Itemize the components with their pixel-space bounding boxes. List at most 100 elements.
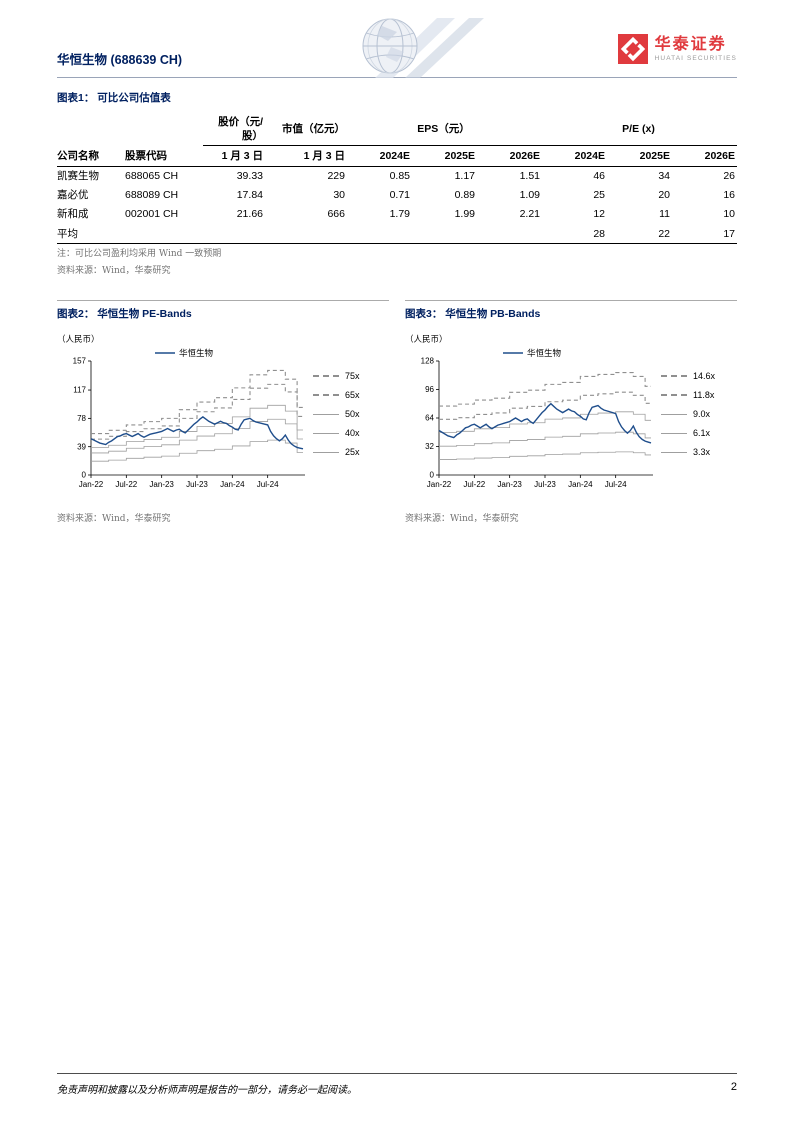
legend-label: 65x — [345, 390, 360, 401]
col-eps-2024e: 2024E — [347, 145, 412, 167]
x-tick-label: Jan-22 — [79, 480, 104, 489]
solid-line-swatch — [313, 432, 339, 434]
band-line-11.8x — [439, 391, 651, 421]
legend-label: 14.6x — [693, 371, 716, 382]
band-line-14.6x — [439, 372, 651, 407]
y-tick-label: 117 — [73, 386, 86, 395]
brand-name: 华泰证券 — [654, 36, 727, 54]
pb-bands-legend: 14.6x 11.8x 9.0x 6.1x 3.3x — [661, 371, 715, 457]
y-tick-label: 32 — [425, 442, 434, 451]
legend-item: 50x — [313, 409, 360, 419]
dashed-line-swatch — [661, 394, 687, 397]
col-pe-2026e: 2026E — [672, 145, 737, 167]
legend-label: 50x — [345, 409, 360, 420]
table-header-row: 公司名称 股票代码 1 月 3 日 1 月 3 日 2024E 2025E 20… — [57, 145, 737, 167]
table-row: 凯赛生物 688065 CH 39.33 229 0.85 1.17 1.51 … — [57, 170, 735, 183]
figure2-title: 图表2： 华恒生物 PE-Bands — [57, 300, 389, 333]
pb-bands-plot: 0 32 64 96 128 Jan-22 Jul-22 Jan-23 Jul-23 Jan-24… — [421, 348, 653, 489]
band-line-40x — [91, 419, 303, 454]
legend-label: 11.8x — [693, 390, 715, 401]
footer-disclaimer: 免责声明和披露以及分析师声明是报告的一部分，请务必一起阅读。 — [57, 1085, 357, 1096]
figure1-title: 图表1： 可比公司估值表 — [57, 92, 171, 104]
solid-line-swatch — [661, 451, 687, 453]
legend-item: 75x — [313, 371, 360, 381]
legend-label: 6.1x — [693, 428, 711, 439]
band-line-25x — [91, 440, 303, 462]
col-eps-2026e: 2026E — [477, 145, 542, 167]
legend-item: 25x — [313, 447, 360, 457]
x-tick-label: Jul-23 — [534, 480, 556, 489]
report-header: 华恒生物 (688639 CH) 华泰证券 HUATAI SECURITIES — [57, 0, 737, 78]
col-group-price: 股价（元/股） — [203, 112, 265, 147]
band-line-50x — [91, 405, 303, 449]
col-group-eps: EPS（元） — [347, 112, 542, 147]
legend-label: 3.3x — [693, 447, 711, 458]
legend-item: 14.6x — [661, 371, 715, 381]
band-line-6.1x — [439, 432, 651, 447]
y-tick-label: 96 — [425, 385, 434, 394]
dashed-line-swatch — [313, 375, 339, 378]
valuation-table-section: 图表1： 可比公司估值表 股价（元/股） 市值（亿元） EPS（元） P/E (… — [57, 88, 737, 278]
chart-source: 资料来源：Wind，华泰研究 — [57, 514, 171, 525]
solid-line-swatch — [313, 413, 339, 415]
price-line — [438, 403, 652, 444]
col-company: 公司名称 — [57, 145, 125, 167]
legend-item: 11.8x — [661, 390, 715, 400]
globe-watermark — [362, 18, 484, 78]
series-legend-label: 华恒生物 — [527, 348, 562, 358]
col-ticker: 股票代码 — [125, 145, 203, 167]
pb-bands-chart-block: 图表3： 华恒生物 PB-Bands （人民币） 0 32 64 96 128 Jan-2… — [405, 300, 737, 526]
table-row: 嘉必优 688089 CH 17.84 30 0.71 0.89 1.09 25… — [57, 189, 735, 202]
y-tick-label: 0 — [82, 471, 87, 480]
col-price-date: 1 月 3 日 — [203, 145, 265, 167]
x-tick-label: Jan-24 — [220, 480, 245, 489]
y-tick-label: 157 — [73, 357, 87, 366]
col-eps-2025e: 2025E — [412, 145, 477, 167]
band-line-3.3x — [439, 451, 651, 461]
table-row-average: 平均 28 22 17 — [57, 224, 737, 245]
chart-source: 资料来源：Wind，华泰研究 — [405, 514, 519, 525]
solid-line-swatch — [661, 432, 687, 434]
y-tick-label: 39 — [77, 443, 86, 452]
x-tick-label: Jul-24 — [605, 480, 627, 489]
figure3-title: 图表3： 华恒生物 PB-Bands — [405, 300, 737, 333]
table-source: 资料来源：Wind，华泰研究 — [57, 266, 171, 277]
legend-item: 40x — [313, 428, 360, 438]
col-group-mktcap: 市值（亿元） — [265, 112, 347, 147]
pe-bands-chart-block: 图表2： 华恒生物 PE-Bands （人民币） 0 39 78 117 157 Jan-… — [57, 300, 389, 526]
company-title: 华恒生物 (688639 CH) — [57, 53, 183, 67]
legend-label: 9.0x — [693, 409, 711, 420]
col-pe-2024e: 2024E — [542, 145, 607, 167]
brand-subtitle: HUATAI SECURITIES — [654, 54, 737, 62]
y-axis-unit-label: （人民币） — [57, 334, 100, 345]
x-tick-label: Jul-23 — [186, 480, 208, 489]
col-group-pe: P/E (x) — [542, 112, 737, 147]
huatai-logo-icon — [617, 34, 648, 64]
legend-item: 65x — [313, 390, 360, 400]
page-number: 2 — [730, 1081, 737, 1093]
legend-label: 25x — [345, 447, 360, 458]
x-tick-label: Jan-23 — [497, 480, 522, 489]
report-footer: 免责声明和披露以及分析师声明是报告的一部分，请务必一起阅读。 2 — [57, 1073, 737, 1096]
y-tick-label: 78 — [77, 414, 86, 423]
x-tick-label: Jan-24 — [568, 480, 593, 489]
table-row: 新和成 002001 CH 21.66 666 1.79 1.99 2.21 1… — [57, 208, 735, 221]
col-pe-2025e: 2025E — [607, 145, 672, 167]
legend-label: 40x — [345, 428, 360, 439]
legend-label: 75x — [345, 371, 360, 382]
legend-item: 3.3x — [661, 447, 715, 457]
brand-block: 华泰证券 HUATAI SECURITIES — [617, 34, 737, 64]
series-legend-label: 华恒生物 — [179, 348, 214, 358]
table-note: 注：可比公司盈利均采用 Wind 一致预期 — [57, 249, 222, 260]
y-tick-label: 0 — [430, 471, 435, 480]
y-tick-label: 128 — [421, 357, 435, 366]
charts-row: 图表2： 华恒生物 PE-Bands （人民币） 0 39 78 117 157 Jan-… — [57, 300, 737, 526]
legend-item: 6.1x — [661, 428, 715, 438]
x-tick-label: Jan-22 — [427, 480, 452, 489]
table-group-header-row: 股价（元/股） 市值（亿元） EPS（元） P/E (x) — [57, 112, 737, 147]
valuation-table: 股价（元/股） 市值（亿元） EPS（元） P/E (x) 公司名称 股票代码 … — [57, 112, 737, 245]
pe-bands-legend: 75x 65x 50x 40x 25x — [313, 371, 360, 457]
col-mktcap-date: 1 月 3 日 — [265, 145, 347, 167]
band-line-75x — [91, 370, 303, 435]
x-tick-label: Jul-22 — [115, 480, 137, 489]
